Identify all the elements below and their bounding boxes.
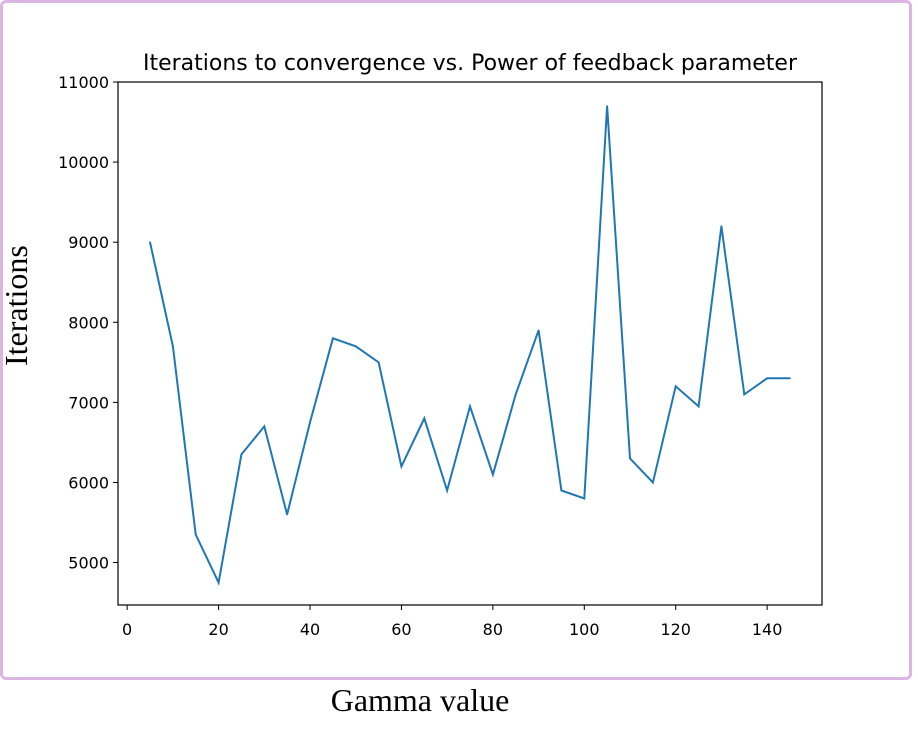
data-point (286, 513, 288, 516)
y-tick-label: 10000 (58, 153, 109, 172)
data-point (629, 457, 631, 460)
chart-frame (0, 0, 912, 680)
data-point (652, 481, 654, 484)
data-point (240, 453, 243, 456)
x-tick-label: 80 (483, 620, 503, 639)
data-point (172, 345, 174, 348)
data-point (766, 377, 768, 380)
y-tick-label: 7000 (68, 393, 109, 412)
data-points (149, 105, 791, 584)
data-point (560, 489, 563, 492)
data-point (514, 393, 517, 396)
chart-title: Iterations to convergence vs. Power of f… (143, 51, 798, 76)
data-point (469, 405, 471, 408)
data-point (309, 421, 311, 424)
data-point (354, 345, 357, 348)
data-point (446, 489, 448, 492)
y-tick-label: 9000 (68, 233, 109, 252)
data-point (743, 393, 746, 396)
y-tick-label: 6000 (68, 473, 109, 492)
x-tick-label: 40 (300, 620, 320, 639)
y-axis: 5000 6000 7000 8000 9000 10000 11000 (58, 73, 118, 573)
data-point (583, 497, 586, 500)
data-point (332, 337, 334, 340)
x-axis: 0 20 40 60 80 100 120 140 (122, 605, 782, 639)
x-tick-label: 0 (122, 620, 132, 639)
data-point (720, 225, 723, 227)
data-point (537, 329, 540, 332)
data-point (217, 581, 220, 584)
data-point (674, 385, 677, 388)
data-point (400, 465, 403, 468)
y-axis-label: Iterations (0, 245, 34, 366)
data-point (263, 425, 266, 428)
x-tick-label: 120 (660, 620, 691, 639)
x-tick-label: 100 (569, 620, 600, 639)
x-tick-label: 20 (208, 620, 228, 639)
data-point (789, 377, 791, 380)
data-point (697, 405, 700, 408)
y-tick-label: 5000 (68, 554, 109, 573)
plot-area-frame (117, 81, 823, 606)
data-point (423, 417, 426, 420)
x-tick-label: 140 (752, 620, 783, 639)
series-line (149, 105, 790, 586)
x-tick-label: 60 (391, 620, 411, 639)
y-tick-label: 8000 (68, 313, 109, 332)
x-axis-label: Gamma value (330, 682, 510, 718)
data-point (377, 361, 380, 364)
y-tick-label: 11000 (58, 73, 109, 92)
data-point (194, 533, 197, 536)
data-point (149, 241, 151, 243)
data-point (492, 473, 494, 476)
data-point (606, 105, 608, 107)
